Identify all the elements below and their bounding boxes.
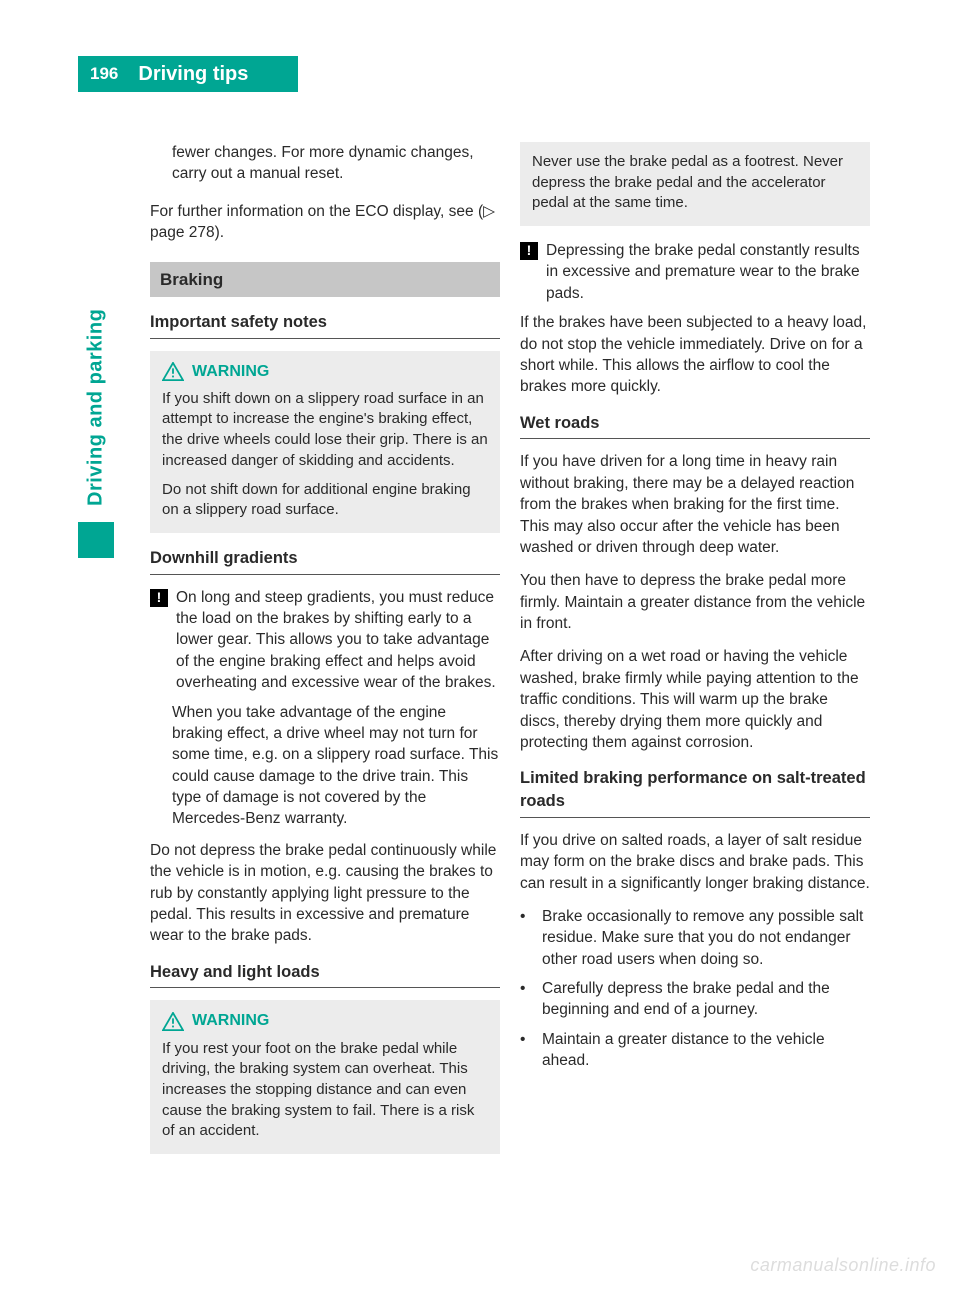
- side-section-label: Driving and parking: [78, 244, 114, 512]
- list-item-salt-3: • Maintain a greater distance to the veh…: [520, 1029, 870, 1072]
- warning-box-footrest: WARNING If you rest your foot on the bra…: [150, 1000, 500, 1154]
- section-heading-braking: Braking: [150, 262, 500, 297]
- note-downhill-p2: When you take advantage of the engine br…: [150, 702, 500, 830]
- paragraph-salt-intro: If you drive on salted roads, a layer of…: [520, 830, 870, 894]
- eco-ref-post: page 278).: [150, 224, 224, 241]
- rule: [150, 574, 500, 575]
- paragraph-wet-3: After driving on a wet road or having th…: [520, 646, 870, 753]
- warning-text: Never use the brake pedal as a footrest.…: [532, 152, 858, 214]
- rule: [150, 987, 500, 988]
- bullet-icon: •: [520, 978, 534, 1021]
- note-downhill: ! On long and steep gradients, you must …: [150, 587, 500, 694]
- watermark-text: carmanualsonline.info: [750, 1255, 936, 1276]
- warning-p1: If you rest your foot on the brake pedal…: [162, 1039, 488, 1142]
- list-item-salt-1: • Brake occasionally to remove any possi…: [520, 906, 870, 970]
- note-body: Depressing the brake pedal constantly re…: [546, 240, 870, 304]
- warning-heading: WARNING: [162, 1010, 488, 1032]
- subheading-salt-roads: Limited braking performance on salt-trea…: [520, 767, 870, 813]
- warning-triangle-icon: [162, 1012, 184, 1031]
- warning-p2: Do not shift down for additional engine …: [162, 480, 488, 521]
- rule: [520, 438, 870, 439]
- warning-box-footrest-continued: Never use the brake pedal as a footrest.…: [520, 142, 870, 226]
- warning-box-shift-down: WARNING If you shift down on a slippery …: [150, 351, 500, 533]
- warning-p1: If you shift down on a slippery road sur…: [162, 389, 488, 472]
- page-number: 196: [78, 56, 128, 92]
- paragraph-intro-continuation: fewer changes. For more dynamic changes,…: [150, 142, 500, 185]
- bullet-icon: •: [520, 1029, 534, 1072]
- page-root: 196 Driving tips Driving and parking few…: [0, 0, 960, 1302]
- side-accent-block: [78, 522, 114, 558]
- rule: [520, 817, 870, 818]
- note-body: On long and steep gradients, you must re…: [176, 587, 500, 694]
- warning-heading: WARNING: [162, 361, 488, 383]
- bullet-text: Carefully depress the brake pedal and th…: [542, 978, 870, 1021]
- eco-ref-pre: For further information on the ECO displ…: [150, 203, 483, 220]
- paragraph-wet-2: You then have to depress the brake pedal…: [520, 570, 870, 634]
- subheading-safety-notes: Important safety notes: [150, 311, 500, 334]
- paragraph-downhill-extra: Do not depress the brake pedal continuou…: [150, 840, 500, 947]
- subheading-wet-roads: Wet roads: [520, 412, 870, 435]
- bullet-text: Maintain a greater distance to the vehic…: [542, 1029, 870, 1072]
- bullet-icon: •: [520, 906, 534, 970]
- rule: [150, 338, 500, 339]
- warning-text: If you shift down on a slippery road sur…: [162, 389, 488, 521]
- warning-label: WARNING: [192, 361, 269, 383]
- warning-label: WARNING: [192, 1010, 269, 1032]
- warning-text: If you rest your foot on the brake pedal…: [162, 1039, 488, 1142]
- column-left: fewer changes. For more dynamic changes,…: [150, 142, 500, 1154]
- xref-arrow-icon: ▷: [483, 203, 495, 220]
- subheading-heavy-light: Heavy and light loads: [150, 961, 500, 984]
- header-title: Driving tips: [128, 56, 270, 92]
- note-exclamation-icon: !: [520, 242, 538, 260]
- subheading-downhill: Downhill gradients: [150, 547, 500, 570]
- paragraph-wet-1: If you have driven for a long time in he…: [520, 451, 870, 558]
- column-right: Never use the brake pedal as a footrest.…: [520, 142, 870, 1080]
- note-brake-wear: ! Depressing the brake pedal constantly …: [520, 240, 870, 304]
- header-tab: 196 Driving tips: [78, 56, 270, 92]
- warning-cont-p: Never use the brake pedal as a footrest.…: [532, 152, 858, 214]
- note-exclamation-icon: !: [150, 589, 168, 607]
- list-item-salt-2: • Carefully depress the brake pedal and …: [520, 978, 870, 1021]
- bullet-text: Brake occasionally to remove any possibl…: [542, 906, 870, 970]
- paragraph-heavy-load: If the brakes have been subjected to a h…: [520, 312, 870, 398]
- warning-triangle-icon: [162, 362, 184, 381]
- paragraph-eco-ref: For further information on the ECO displ…: [150, 201, 500, 244]
